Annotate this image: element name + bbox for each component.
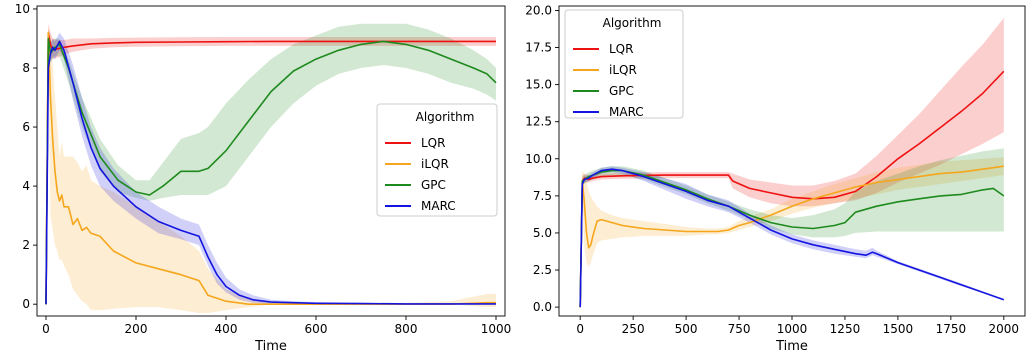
chart-right-y-tick-label: 12.5 — [525, 115, 552, 129]
chart-left-x-tick-label: 200 — [125, 322, 148, 336]
chart-left-series-marc — [45, 40, 496, 305]
chart-right-y-tick-label: 5.0 — [533, 226, 552, 240]
chart-right-y-tick-label: 15.0 — [525, 78, 552, 92]
chart-right-x-tick-label: 500 — [675, 322, 698, 336]
chart-left-y-tick-label: 8 — [22, 61, 30, 75]
chart-left-legend-box — [376, 103, 498, 217]
chart-right-legend-label-marc: MARC — [609, 105, 644, 119]
chart-right-series-marc — [579, 168, 1005, 308]
chart-left-lines — [45, 31, 497, 306]
chart-left-x-tick-label: 1000 — [481, 322, 512, 336]
chart-right-legend-label-gpc: GPC — [609, 84, 634, 98]
chart-right-axes: 0 250 500 750 1000 1250 1500 1750 2000 0.0 2.5 5.0 7… — [525, 3, 1026, 336]
chart-left-x-tick-label: 600 — [305, 322, 328, 336]
chart-left-legend-label-ilqr: iLQR — [421, 157, 449, 171]
chart-left-legend: Algorithm LQR iLQR GPC MARC — [376, 103, 498, 217]
chart-left-y-tick-label: 6 — [22, 120, 30, 134]
chart-right-lines — [579, 70, 1005, 308]
chart-right-x-axis-label: Time — [775, 339, 808, 354]
chart-right-x-tick-label: 1250 — [830, 322, 861, 336]
chart-right-y-tick-label: 10.0 — [525, 152, 552, 166]
chart-right-y-tick-label: 20.0 — [525, 3, 552, 17]
chart-left-plot-frame — [36, 5, 506, 317]
chart-left-x-tick-label: 800 — [395, 322, 418, 336]
chart-right: 0 250 500 750 1000 1250 1500 1750 2000 0.0 2.5 5.0 7… — [525, 3, 1026, 354]
chart-right-y-tick-label: 0.0 — [533, 300, 552, 314]
chart-left-band-ilqr — [46, 26, 496, 313]
chart-left: 0 200 400 600 800 1000 0 2 4 6 8 10 Time Algorithm … — [15, 2, 512, 354]
chart-right-x-tick-label: 2000 — [989, 322, 1020, 336]
chart-left-bands — [46, 23, 496, 313]
chart-left-y-tick-label: 10 — [15, 2, 30, 16]
chart-right-y-tick-label: 2.5 — [533, 263, 552, 277]
chart-left-x-tick-label: 0 — [42, 322, 50, 336]
chart-right-series-ilqr — [579, 165, 1004, 308]
chart-left-series-ilqr — [45, 31, 496, 306]
chart-left-y-tick-label: 4 — [22, 179, 30, 193]
chart-right-x-tick-label: 1750 — [936, 322, 967, 336]
chart-right-series-lqr — [579, 70, 1005, 308]
chart-left-legend-label-gpc: GPC — [421, 178, 446, 192]
chart-left-series-gpc — [45, 37, 497, 305]
chart-right-x-tick-label: 0 — [576, 322, 584, 336]
chart-right-band-lqr — [580, 17, 1004, 308]
chart-right-legend-label-lqr: LQR — [609, 42, 633, 56]
chart-right-x-tick-label: 1500 — [883, 322, 914, 336]
chart-right-legend-title: Algorithm — [603, 16, 662, 30]
chart-right-x-tick-label: 1000 — [777, 322, 808, 336]
chart-right-legend: Algorithm LQR iLQR GPC MARC — [564, 9, 684, 119]
chart-left-legend-label-lqr: LQR — [421, 136, 445, 150]
chart-left-x-axis-label: Time — [254, 339, 287, 354]
chart-right-x-tick-label: 750 — [728, 322, 751, 336]
chart-left-x-tick-label: 400 — [215, 322, 238, 336]
chart-right-band-marc — [580, 166, 1004, 308]
chart-right-legend-label-ilqr: iLQR — [609, 63, 637, 77]
chart-left-legend-title: Algorithm — [416, 110, 475, 124]
chart-left-legend-label-marc: MARC — [421, 199, 456, 213]
chart-left-y-tick-label: 2 — [22, 238, 30, 252]
chart-right-x-tick-label: 250 — [622, 322, 645, 336]
chart-right-y-tick-label: 17.5 — [525, 41, 552, 55]
chart-right-y-tick-label: 7.5 — [533, 189, 552, 203]
chart-right-legend-items: LQR iLQR GPC MARC — [573, 42, 644, 119]
chart-left-axes: 0 200 400 600 800 1000 0 2 4 6 8 10 — [15, 2, 512, 336]
chart-left-legend-items: LQR iLQR GPC MARC — [385, 136, 456, 213]
chart-left-band-gpc — [46, 23, 496, 305]
chart-left-y-tick-label: 0 — [22, 297, 30, 311]
